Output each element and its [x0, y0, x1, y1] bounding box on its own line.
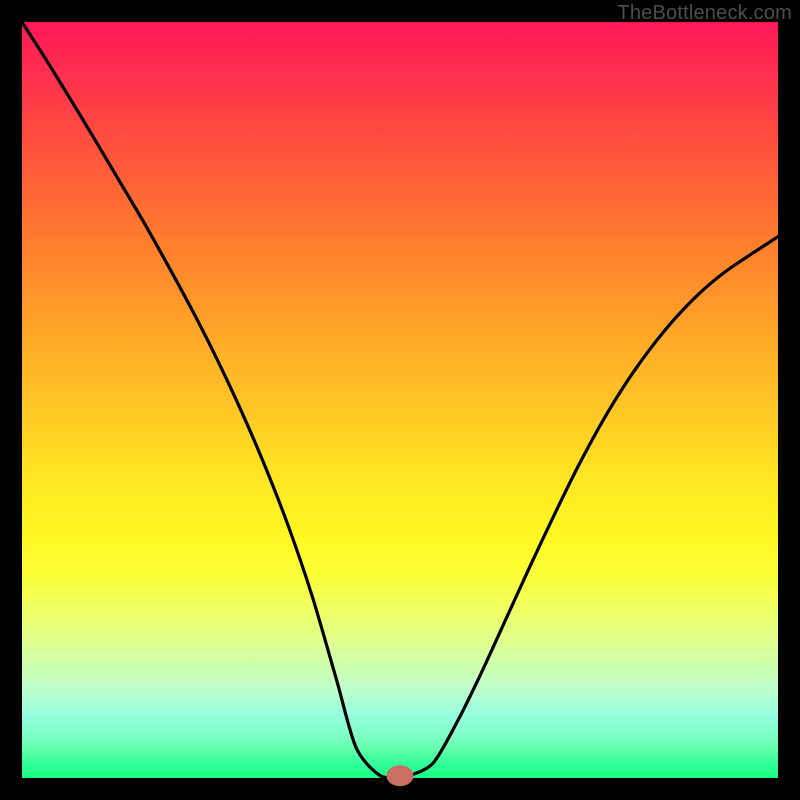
chart-stage: TheBottleneck.com — [0, 0, 800, 800]
minimum-marker — [387, 765, 414, 786]
bottleneck-chart — [0, 0, 800, 800]
plot-area — [22, 22, 778, 778]
